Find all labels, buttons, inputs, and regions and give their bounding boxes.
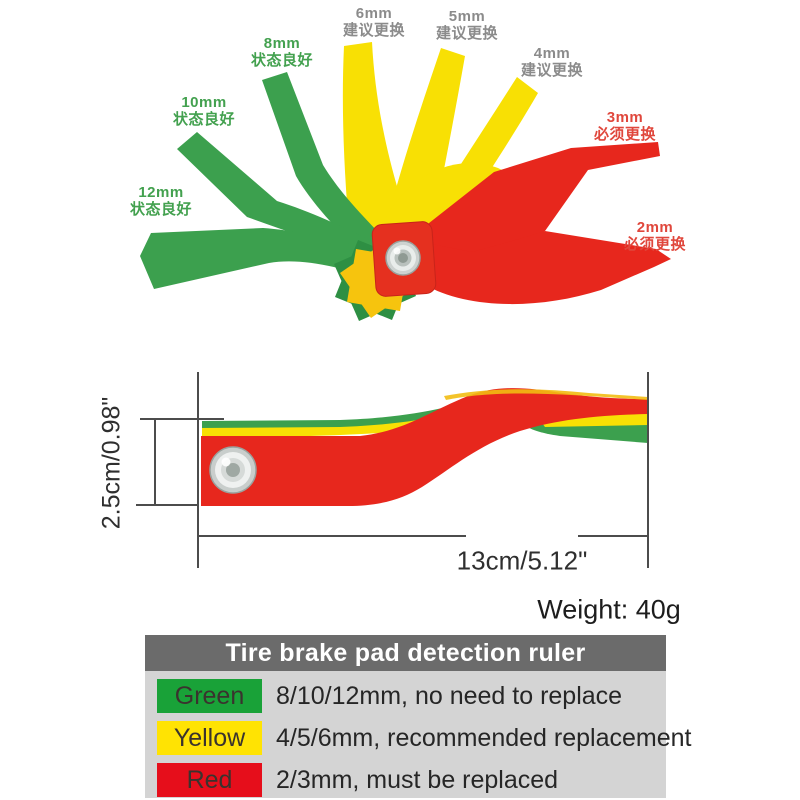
label-5mm: 5mm 建议更换 [435,8,499,43]
label-10mm-size: 10mm [181,94,227,112]
blade-10mm [177,132,390,267]
label-6mm-size: 6mm [355,5,393,23]
green-swatch: Green [157,679,262,713]
label-2mm-size: 2mm [636,219,674,237]
side-yellow-layer [202,397,538,437]
label-6mm-status: 建议更换 [342,22,406,39]
side-view [201,388,648,506]
side-red-handle [201,388,648,506]
label-6mm: 6mm 建议更换 [342,5,406,40]
label-3mm-status: 必须更换 [593,126,657,143]
side-green-layer [202,391,526,431]
green-row-description: 8/10/12mm, no need to replace [276,681,623,710]
label-10mm: 10mm 状态良好 [172,94,236,129]
label-8mm-status: 状态良好 [250,52,314,69]
red-row-description: 2/3mm, must be replaced [276,765,559,794]
table-row: Yellow 4/5/6mm, recommended replacement [157,721,691,755]
yellow-row-description: 4/5/6mm, recommended replacement [276,723,692,752]
label-4mm-size: 4mm [533,45,571,63]
yellow-swatch: Yellow [157,721,262,755]
gauge-fan [140,42,671,321]
label-2mm: 2mm 必须更换 [623,219,687,254]
dimension-lines [136,372,649,568]
label-3mm: 3mm 必须更换 [593,109,657,144]
label-12mm-status: 状态良好 [129,201,193,218]
label-5mm-size: 5mm [448,8,486,26]
label-2mm-status: 必须更换 [623,236,687,253]
blade-12mm [140,228,388,289]
blade-3mm [410,142,660,268]
blade-8mm [262,72,392,262]
label-12mm-size: 12mm [138,184,184,202]
weight-label: Weight: 40g [537,594,681,625]
side-top-yellow-sliver [444,389,648,400]
label-8mm-size: 8mm [263,35,301,53]
length-dimension-label: 13cm/5.12" [456,545,588,576]
table-row: Green 8/10/12mm, no need to replace [157,679,666,713]
blade-2mm [406,231,671,305]
label-4mm: 4mm 建议更换 [520,45,584,80]
label-10mm-status: 状态良好 [172,111,236,128]
red-swatch: Red [157,763,262,797]
height-dimension-label: 2.5cm/0.98" [97,396,126,530]
label-5mm-status: 建议更换 [435,25,499,42]
legend-table-header: Tire brake pad detection ruler [145,635,666,671]
label-4mm-status: 建议更换 [520,62,584,79]
pivot-screw [385,240,421,276]
legend-table: Tire brake pad detection ruler Green 8/1… [145,635,691,798]
label-12mm: 12mm 状态良好 [129,184,193,219]
side-rivet [209,446,257,494]
legend-table-body: Green 8/10/12mm, no need to replace Yell… [145,671,691,797]
label-3mm-size: 3mm [606,109,644,127]
label-8mm: 8mm 状态良好 [250,35,314,70]
legend-table-title: Tire brake pad detection ruler [225,638,586,667]
table-row: Red 2/3mm, must be replaced [157,763,666,797]
